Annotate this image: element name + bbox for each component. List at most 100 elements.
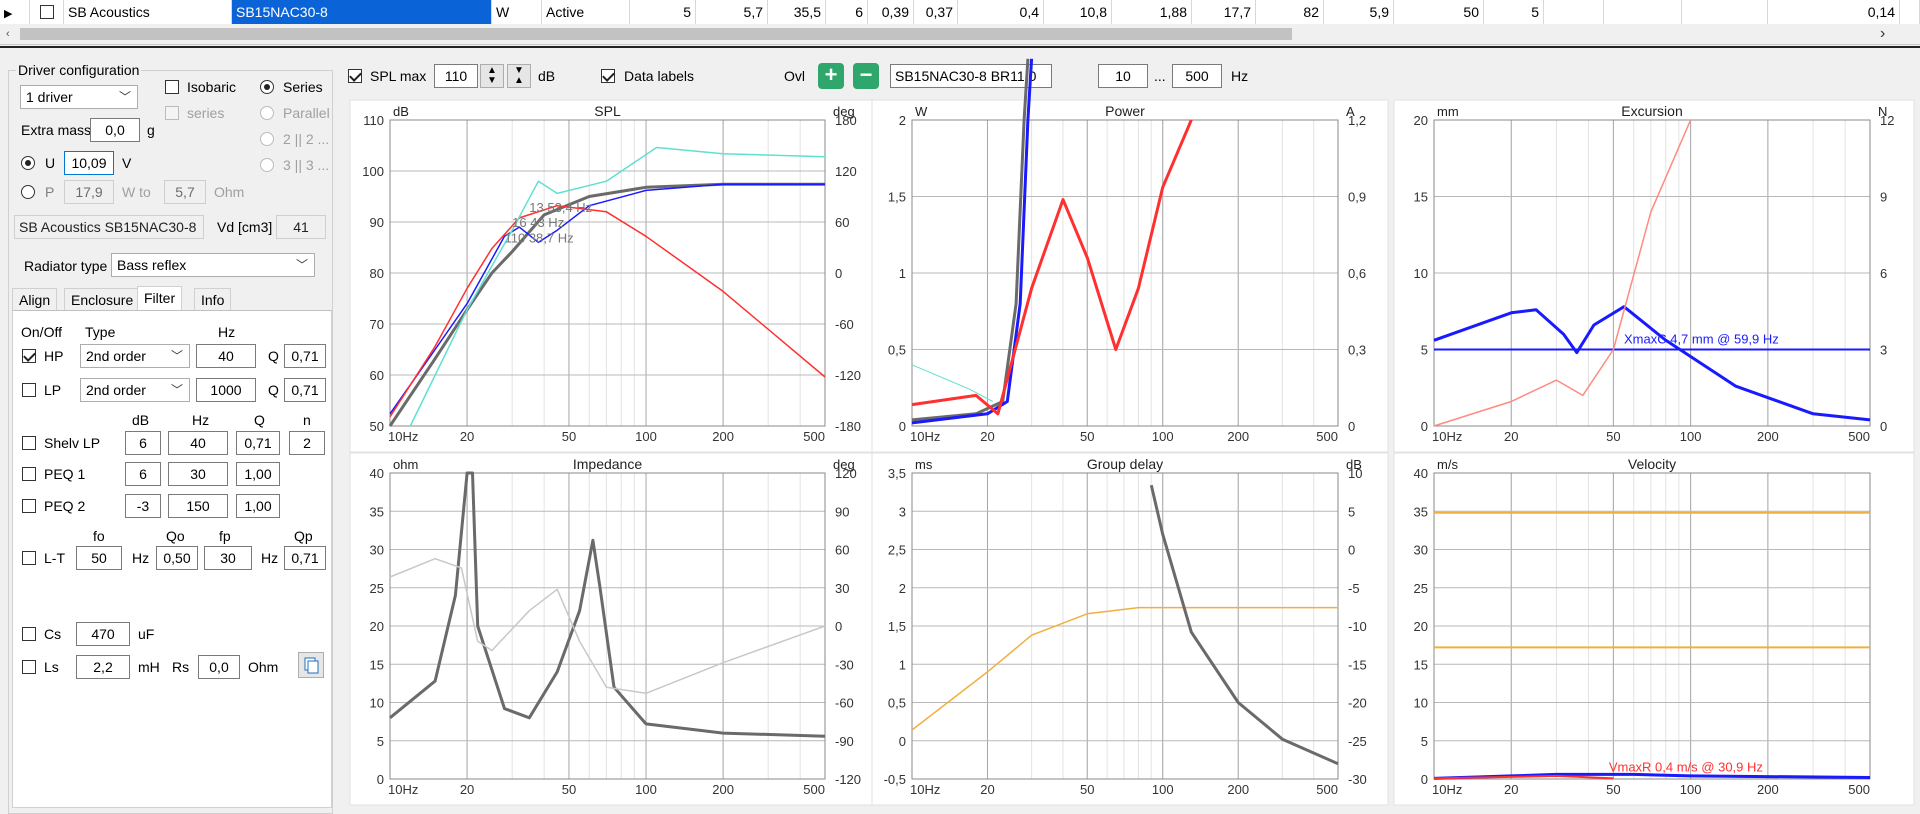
driver-name-field[interactable]: SB Acoustics SB15NAC30-8 [14, 215, 204, 239]
copy-button[interactable] [298, 652, 324, 678]
lp-q-input[interactable]: 0,71 [284, 378, 326, 402]
shelv-lp-checkbox[interactable] [22, 436, 36, 450]
driver-count-select[interactable]: 1 driver ﹀ [20, 85, 138, 109]
scrollbar-thumb[interactable] [20, 28, 1292, 40]
tab-filter[interactable]: Filter [137, 286, 183, 310]
hz2-header: Hz [192, 412, 210, 428]
cell-value[interactable]: 6 [826, 0, 868, 24]
hp-q-input[interactable]: 0,71 [284, 344, 326, 368]
radiator-type-select[interactable]: Bass reflex ﹀ [111, 253, 315, 277]
shelv-db-input[interactable]: 6 [125, 431, 161, 455]
scroll-left-icon[interactable]: ‹ [6, 28, 10, 40]
cell-value[interactable]: 0,14 [1768, 0, 1900, 24]
grid-horizontal-scrollbar[interactable]: ‹ › [0, 24, 1920, 45]
lt-fp-input[interactable]: 30 [204, 546, 252, 570]
driver-grid-row[interactable]: ▶ SB Acoustics SB15NAC30-8 W Active 5 5,… [0, 0, 1920, 25]
peq1-hz-input[interactable]: 30 [168, 462, 228, 486]
linkwitz-transform-checkbox[interactable] [22, 551, 36, 565]
hp-frequency-input[interactable]: 40 [196, 344, 256, 368]
y-tick-left: 3,5 [888, 466, 906, 481]
y-tick-left: 90 [370, 215, 384, 230]
cell-value[interactable]: 0,39 [868, 0, 914, 24]
frequency-to-input[interactable]: 500 [1172, 64, 1222, 88]
cell-status[interactable]: Active [542, 0, 630, 24]
rs-input[interactable]: 0,0 [198, 655, 240, 679]
db-unit-label: dB [538, 68, 556, 84]
spl-max-checkbox[interactable] [348, 69, 362, 83]
lp-type-select[interactable]: 2nd order ﹀ [80, 378, 190, 402]
cell-value[interactable] [1682, 0, 1768, 24]
peq1-db-input[interactable]: 6 [125, 462, 161, 486]
frequency-from-input[interactable]: 10 [1098, 64, 1148, 88]
cs-checkbox[interactable] [22, 627, 36, 641]
overlay-name-input[interactable]: SB15NAC30-8 BR11,0 [890, 64, 1052, 88]
parallel-3-radio[interactable] [260, 158, 274, 172]
row-checkbox[interactable] [40, 5, 54, 19]
cell-value[interactable]: 50 [1394, 0, 1484, 24]
cell-value[interactable]: 5,9 [1324, 0, 1394, 24]
parallel-2-radio[interactable] [260, 132, 274, 146]
cell-value[interactable]: 82 [1256, 0, 1324, 24]
hp-checkbox[interactable] [22, 349, 36, 363]
cell-type[interactable]: W [492, 0, 542, 24]
extra-mass-input[interactable]: 0,0 [90, 118, 140, 142]
spl-range-button[interactable]: ▼ ▲ [507, 64, 531, 88]
tab-enclosure[interactable]: Enclosure [64, 288, 141, 310]
cell-model[interactable]: SB15NAC30-8 [232, 0, 492, 24]
row-expander[interactable]: ▶ [0, 0, 30, 24]
parallel-radio[interactable] [260, 106, 274, 120]
series-radio[interactable] [260, 80, 274, 94]
spl-spin-button[interactable]: ▲ ▼ [480, 64, 504, 88]
impedance-input[interactable]: 5,7 [164, 180, 206, 204]
cell-value[interactable]: 17,7 [1192, 0, 1256, 24]
cell-value[interactable]: 0,4 [958, 0, 1044, 24]
shelv-n-input[interactable]: 2 [289, 431, 325, 455]
cell-value[interactable]: 5 [630, 0, 696, 24]
cell-value[interactable]: 0,37 [914, 0, 958, 24]
spl-max-input[interactable]: 110 [434, 64, 478, 88]
series-sub-checkbox[interactable] [165, 106, 179, 120]
row-checkbox-cell[interactable] [30, 0, 64, 24]
cell-brand[interactable]: SB Acoustics [64, 0, 232, 24]
hp-type-select[interactable]: 2nd order ﹀ [80, 344, 190, 368]
tab-info[interactable]: Info [194, 288, 232, 310]
peq2-q-input[interactable]: 1,00 [236, 494, 280, 518]
cell-value[interactable]: 35,5 [768, 0, 826, 24]
voltage-radio[interactable] [21, 156, 35, 170]
peq1-q-input[interactable]: 1,00 [236, 462, 280, 486]
peq2-hz-input[interactable]: 150 [168, 494, 228, 518]
power-input[interactable]: 17,9 [64, 180, 114, 204]
remove-overlay-button[interactable]: − [853, 63, 879, 89]
cell-value[interactable]: 1,88 [1112, 0, 1192, 24]
x-tick: 500 [1848, 429, 1870, 444]
lp-checkbox[interactable] [22, 383, 36, 397]
vd-field[interactable]: 41 [276, 215, 326, 239]
cell-value[interactable] [1604, 0, 1682, 24]
splitter[interactable] [0, 46, 1920, 48]
add-overlay-button[interactable]: + [818, 63, 844, 89]
cell-value[interactable]: 5,7 [696, 0, 768, 24]
ls-input[interactable]: 2,2 [76, 655, 130, 679]
data-labels-checkbox[interactable] [601, 69, 615, 83]
x-tick: 500 [1848, 782, 1870, 797]
tab-align[interactable]: Align [12, 288, 58, 310]
lp-frequency-input[interactable]: 1000 [196, 378, 256, 402]
ls-checkbox[interactable] [22, 660, 36, 674]
lt-fo-input[interactable]: 50 [76, 546, 122, 570]
power-radio[interactable] [21, 185, 35, 199]
cell-value[interactable]: 5 [1484, 0, 1544, 24]
shelv-q-input[interactable]: 0,71 [236, 431, 280, 455]
lt-qo-input[interactable]: 0,50 [156, 546, 198, 570]
scroll-right-icon[interactable]: › [1880, 25, 1886, 42]
peq2-db-input[interactable]: -3 [125, 494, 161, 518]
isobaric-checkbox[interactable] [165, 80, 179, 94]
cell-value[interactable] [1544, 0, 1604, 24]
level-curve [911, 606, 1338, 731]
cs-input[interactable]: 470 [76, 622, 130, 646]
cell-value[interactable]: 10,8 [1044, 0, 1112, 24]
peq1-checkbox[interactable] [22, 467, 36, 481]
shelv-hz-input[interactable]: 40 [168, 431, 228, 455]
lt-qp-input[interactable]: 0,71 [284, 546, 326, 570]
peq2-checkbox[interactable] [22, 499, 36, 513]
voltage-input[interactable]: 10,09 [64, 151, 114, 175]
